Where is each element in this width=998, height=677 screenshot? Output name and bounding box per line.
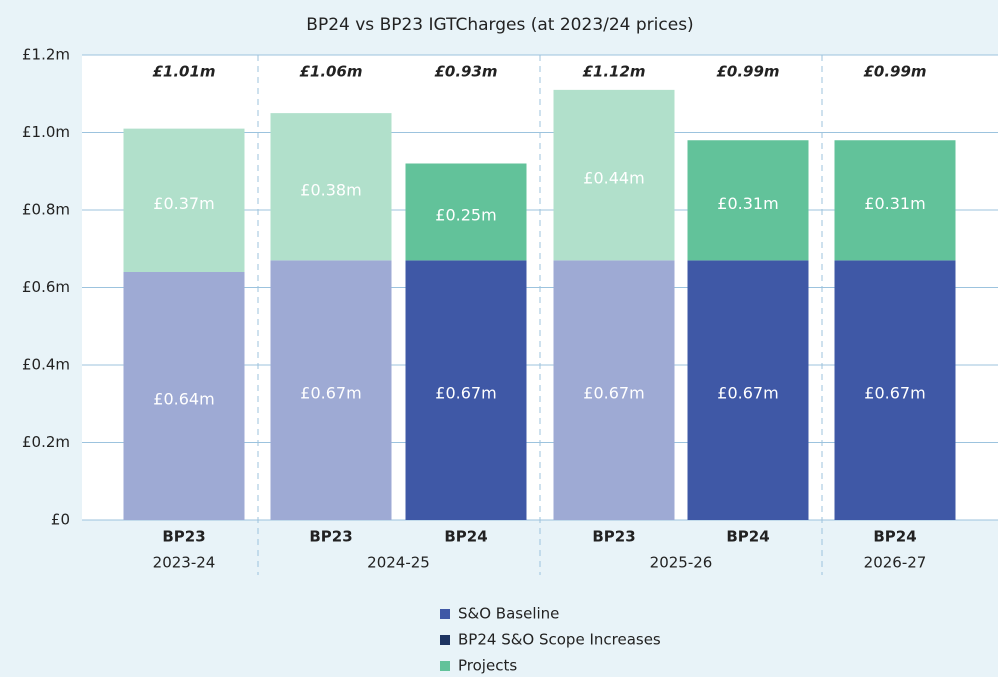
y-tick-label: £0.4m [22, 356, 70, 374]
group-label: 2024-25 [367, 554, 430, 572]
total-label: £1.01m [152, 63, 215, 81]
bar-segment [405, 260, 527, 520]
value-label: £0.67m [864, 384, 925, 403]
y-tick-label: £1.0m [22, 123, 70, 141]
chart-title: BP24 vs BP23 IGTCharges (at 2023/24 pric… [306, 15, 693, 35]
total-label: £0.99m [863, 63, 926, 81]
bar-segment [553, 89, 675, 261]
total-label: £1.06m [299, 63, 362, 81]
x-tick-label: BP23 [162, 528, 205, 546]
value-label: £0.25m [435, 205, 496, 224]
value-label: £0.38m [300, 180, 361, 199]
value-label: £0.67m [435, 384, 496, 403]
total-label: £0.99m [716, 63, 779, 81]
group-label: 2025-26 [650, 554, 713, 572]
value-label: £0.44m [583, 169, 644, 188]
x-tick-label: BP24 [726, 528, 769, 546]
group-label: 2026-27 [864, 554, 927, 572]
value-label: £0.31m [717, 194, 778, 213]
legend-swatch [440, 661, 450, 671]
bar-segment [270, 113, 392, 261]
bar-segment [834, 260, 956, 520]
x-tick-label: BP23 [309, 528, 352, 546]
legend-swatch [440, 609, 450, 619]
value-label: £0.67m [717, 384, 778, 403]
y-tick-label: £0 [51, 511, 70, 529]
legend-swatch [440, 635, 450, 645]
total-label: £1.12m [582, 63, 645, 81]
bar-segment [687, 260, 809, 520]
legend-label: S&O Baseline [458, 605, 559, 623]
bar-segment [553, 260, 675, 520]
bar-segment [834, 140, 956, 261]
value-label: £0.67m [583, 384, 644, 403]
y-tick-label: £0.8m [22, 201, 70, 219]
group-label: 2023-24 [153, 554, 216, 572]
value-label: £0.64m [153, 390, 214, 409]
y-tick-label: £0.2m [22, 433, 70, 451]
bar-segment [123, 128, 245, 272]
bar-segment [123, 272, 245, 520]
y-tick-label: £0.6m [22, 278, 70, 296]
legend-label: BP24 S&O Scope Increases [458, 631, 661, 649]
x-tick-label: BP24 [873, 528, 916, 546]
x-tick-label: BP23 [592, 528, 635, 546]
bar-segment [687, 140, 809, 261]
bar-segment [405, 163, 527, 261]
bar-segment [270, 260, 392, 520]
y-tick-label: £1.2m [22, 46, 70, 64]
value-label: £0.67m [300, 384, 361, 403]
legend-label: Projects [458, 657, 517, 675]
value-label: £0.31m [864, 194, 925, 213]
total-label: £0.93m [434, 63, 497, 81]
x-tick-label: BP24 [444, 528, 487, 546]
value-label: £0.37m [153, 194, 214, 213]
